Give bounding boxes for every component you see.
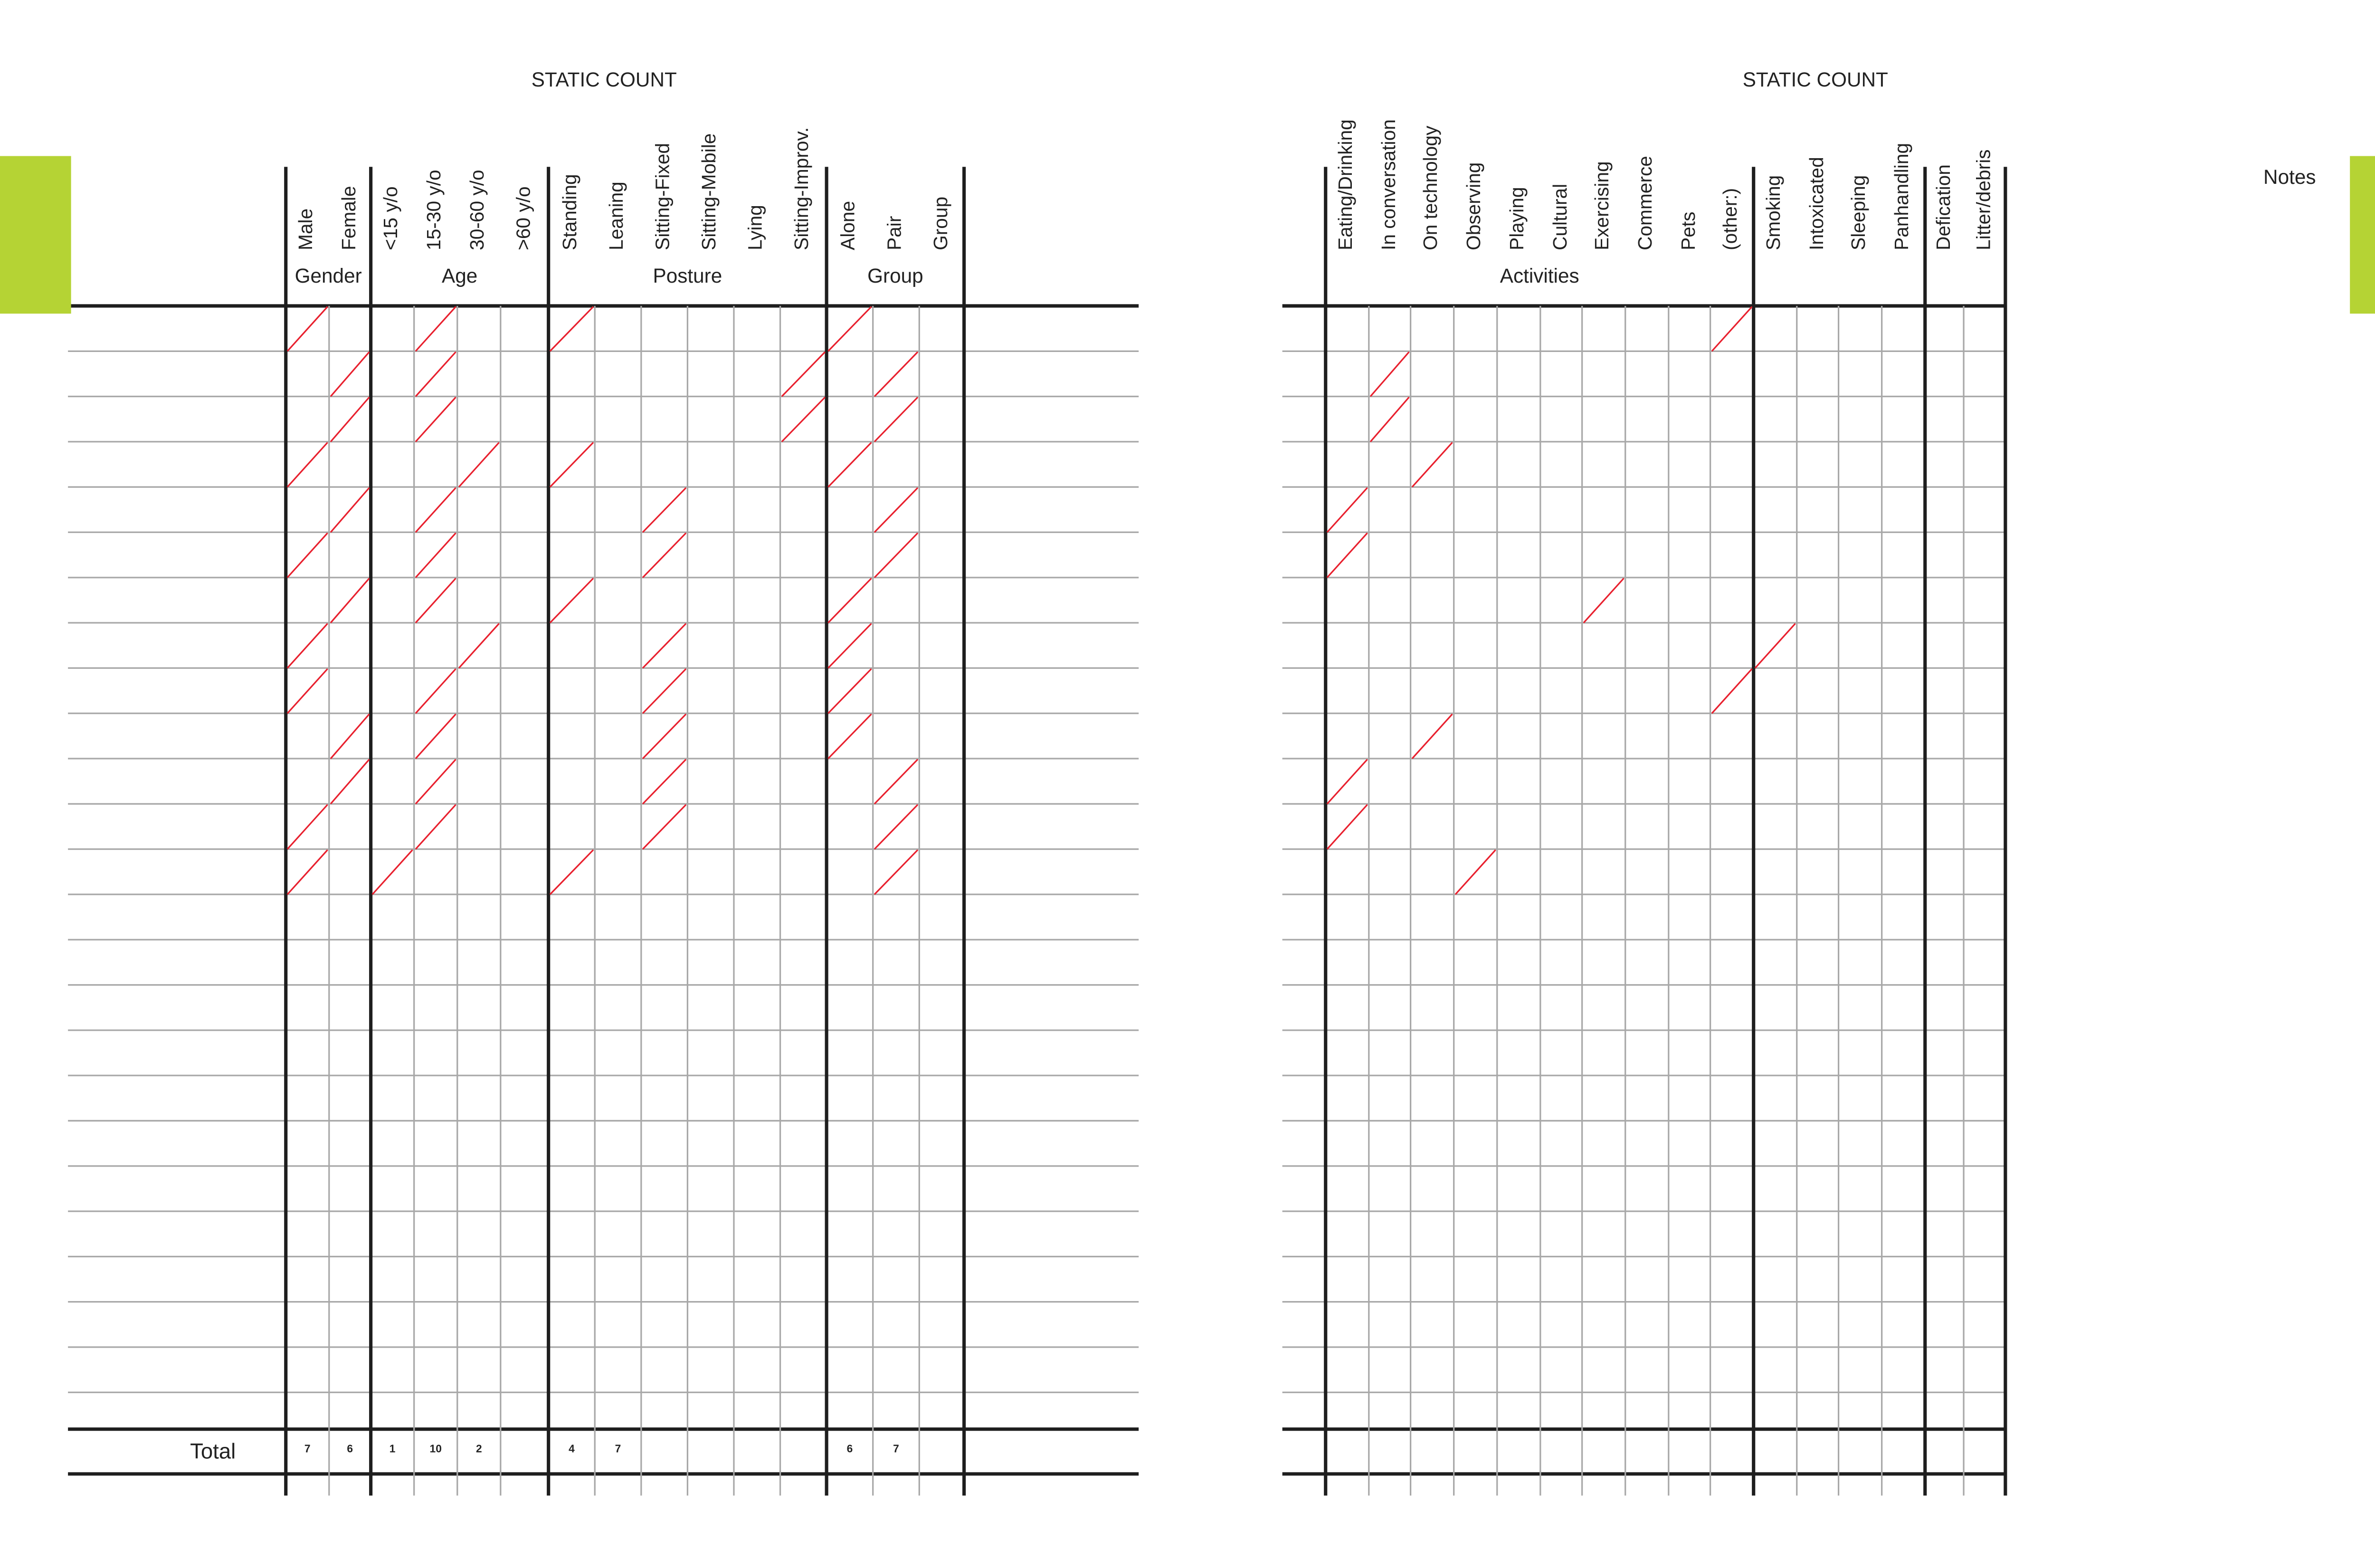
tally-mark bbox=[330, 487, 370, 533]
tally-mark bbox=[1583, 578, 1624, 624]
tally-mark bbox=[642, 759, 687, 805]
tally-mark bbox=[549, 442, 594, 488]
tally-mark bbox=[1369, 351, 1410, 397]
tally-mark bbox=[458, 442, 500, 488]
notes-label: Notes bbox=[2263, 165, 2316, 189]
tally-mark bbox=[827, 668, 872, 714]
tally-mark bbox=[642, 487, 687, 533]
tally-mark bbox=[1411, 713, 1453, 760]
tally-mark bbox=[415, 306, 456, 352]
tally-mark bbox=[1326, 804, 1368, 850]
tally-mark bbox=[874, 849, 919, 895]
tally-mark bbox=[827, 623, 872, 669]
tally-mark bbox=[371, 849, 413, 895]
tally-mark bbox=[286, 804, 328, 850]
group-label-posture: Posture bbox=[653, 264, 722, 287]
tally-mark bbox=[330, 759, 370, 805]
tally-mark bbox=[286, 668, 328, 714]
tally-mark bbox=[642, 668, 687, 714]
left-section-tab[interactable] bbox=[0, 156, 71, 314]
tally-mark bbox=[415, 578, 456, 624]
tally-mark bbox=[330, 578, 370, 624]
tally-mark bbox=[330, 351, 370, 397]
total-value: 1 bbox=[389, 1444, 396, 1455]
tally-mark bbox=[642, 804, 687, 850]
tally-mark bbox=[415, 351, 456, 397]
tally-mark bbox=[286, 306, 328, 352]
tally-mark bbox=[415, 804, 456, 850]
tally-mark bbox=[642, 532, 687, 578]
tally-mark bbox=[415, 668, 456, 714]
tally-mark bbox=[642, 713, 687, 760]
tally-mark bbox=[874, 804, 919, 850]
tally-mark bbox=[827, 578, 872, 624]
tally-mark bbox=[1326, 759, 1368, 805]
tally-mark bbox=[874, 351, 919, 397]
total-value: 10 bbox=[429, 1444, 442, 1455]
tally-mark bbox=[827, 713, 872, 760]
tally-mark bbox=[874, 397, 919, 443]
total-value: 6 bbox=[846, 1444, 853, 1455]
tally-mark bbox=[1369, 397, 1410, 442]
tally-mark bbox=[458, 623, 500, 669]
tally-mark bbox=[415, 532, 456, 578]
tally-mark bbox=[286, 849, 328, 895]
tally-mark bbox=[1326, 487, 1368, 533]
tally-mark bbox=[286, 623, 328, 669]
group-label-group: Group bbox=[867, 264, 923, 287]
total-value: 7 bbox=[615, 1444, 621, 1455]
total-value: 7 bbox=[304, 1444, 311, 1455]
section-tab[interactable] bbox=[2350, 156, 2375, 314]
tally-mark bbox=[642, 623, 687, 669]
right-sheet-title: STATIC COUNT bbox=[1742, 68, 1888, 91]
total-label: Total bbox=[190, 1438, 236, 1463]
group-label-gender: Gender bbox=[294, 264, 362, 287]
tally-mark bbox=[415, 713, 456, 760]
tally-mark bbox=[286, 442, 328, 488]
tally-mark bbox=[1711, 306, 1753, 352]
tally-mark bbox=[1711, 668, 1753, 714]
tally-mark bbox=[827, 306, 872, 352]
tally-mark bbox=[415, 759, 456, 805]
tally-mark bbox=[415, 397, 456, 443]
tally-mark bbox=[549, 849, 594, 895]
total-value: 2 bbox=[475, 1444, 482, 1455]
tally-mark bbox=[1454, 849, 1496, 895]
tally-mark bbox=[781, 351, 826, 397]
tally-mark bbox=[286, 532, 328, 578]
total-value: 7 bbox=[893, 1444, 899, 1455]
tally-mark bbox=[330, 397, 370, 442]
tally-mark bbox=[874, 487, 919, 533]
tally-mark bbox=[1411, 442, 1453, 488]
tally-mark bbox=[874, 532, 919, 578]
tally-mark bbox=[1754, 623, 1796, 669]
tally-mark bbox=[549, 306, 594, 352]
total-value: 4 bbox=[569, 1444, 575, 1455]
tally-mark bbox=[415, 487, 456, 533]
tally-mark bbox=[549, 578, 594, 624]
group-label-age: Age bbox=[442, 264, 478, 287]
tally-mark bbox=[330, 713, 370, 760]
tally-mark bbox=[1326, 532, 1368, 578]
group-label-activities: Activities bbox=[1500, 264, 1579, 287]
tally-mark bbox=[781, 397, 826, 443]
total-value: 6 bbox=[347, 1444, 353, 1455]
tally-mark bbox=[874, 759, 919, 805]
left-sheet-title: STATIC COUNT bbox=[531, 68, 677, 91]
tally-mark bbox=[827, 442, 872, 488]
